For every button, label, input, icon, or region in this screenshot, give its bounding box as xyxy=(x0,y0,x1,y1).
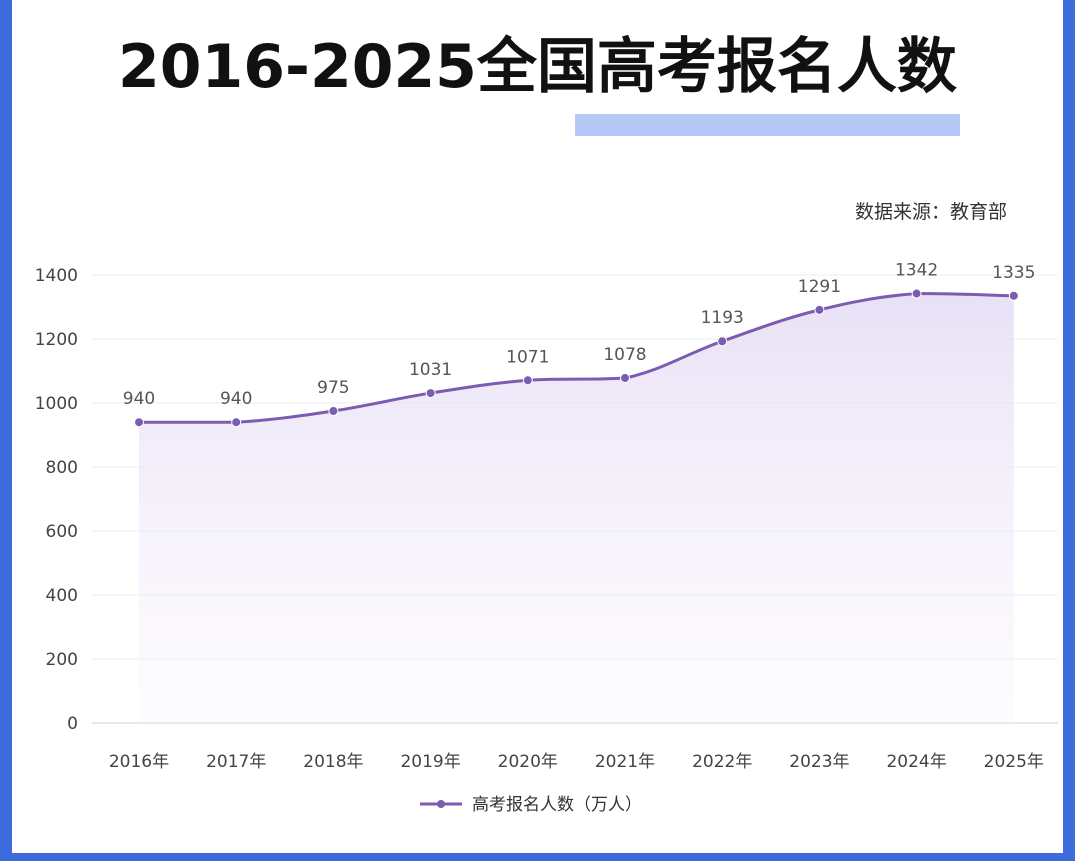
data-point[interactable] xyxy=(426,389,435,398)
y-tick-label: 0 xyxy=(67,714,78,734)
x-tick-label: 2023年 xyxy=(789,752,849,772)
data-point[interactable] xyxy=(912,289,921,298)
y-tick-label: 1400 xyxy=(35,266,78,286)
legend-label[interactable]: 高考报名人数（万人） xyxy=(472,795,642,815)
y-tick-label: 200 xyxy=(46,650,78,670)
data-point[interactable] xyxy=(329,407,338,416)
data-point[interactable] xyxy=(523,376,532,385)
data-label: 1078 xyxy=(603,345,646,365)
x-tick-label: 2020年 xyxy=(498,752,558,772)
x-tick-label: 2022年 xyxy=(692,752,752,772)
y-tick-label: 600 xyxy=(46,522,78,542)
data-label: 940 xyxy=(123,389,155,409)
x-tick-label: 2018年 xyxy=(303,752,363,772)
data-point[interactable] xyxy=(232,418,241,427)
data-label: 1291 xyxy=(798,277,841,297)
data-point[interactable] xyxy=(718,337,727,346)
legend-marker xyxy=(437,800,445,808)
x-tick-label: 2024年 xyxy=(886,752,946,772)
x-tick-label: 2019年 xyxy=(400,752,460,772)
data-label: 940 xyxy=(220,389,252,409)
x-tick-label: 2021年 xyxy=(595,752,655,772)
data-label: 1342 xyxy=(895,261,938,281)
data-label: 975 xyxy=(317,378,349,398)
x-tick-label: 2016年 xyxy=(109,752,169,772)
x-tick-label: 2017年 xyxy=(206,752,266,772)
series-area-fill xyxy=(139,294,1014,723)
data-point[interactable] xyxy=(815,305,824,314)
data-point[interactable] xyxy=(135,418,144,427)
y-tick-label: 800 xyxy=(46,458,78,478)
data-point[interactable] xyxy=(1009,291,1018,300)
data-label: 1335 xyxy=(992,263,1035,283)
y-tick-label: 1000 xyxy=(35,394,78,414)
data-label: 1193 xyxy=(701,308,744,328)
data-label: 1031 xyxy=(409,360,452,380)
data-label: 1071 xyxy=(506,347,549,367)
y-tick-label: 1200 xyxy=(35,330,78,350)
y-tick-label: 400 xyxy=(46,586,78,606)
x-tick-label: 2025年 xyxy=(984,752,1044,772)
data-point[interactable] xyxy=(621,374,630,383)
